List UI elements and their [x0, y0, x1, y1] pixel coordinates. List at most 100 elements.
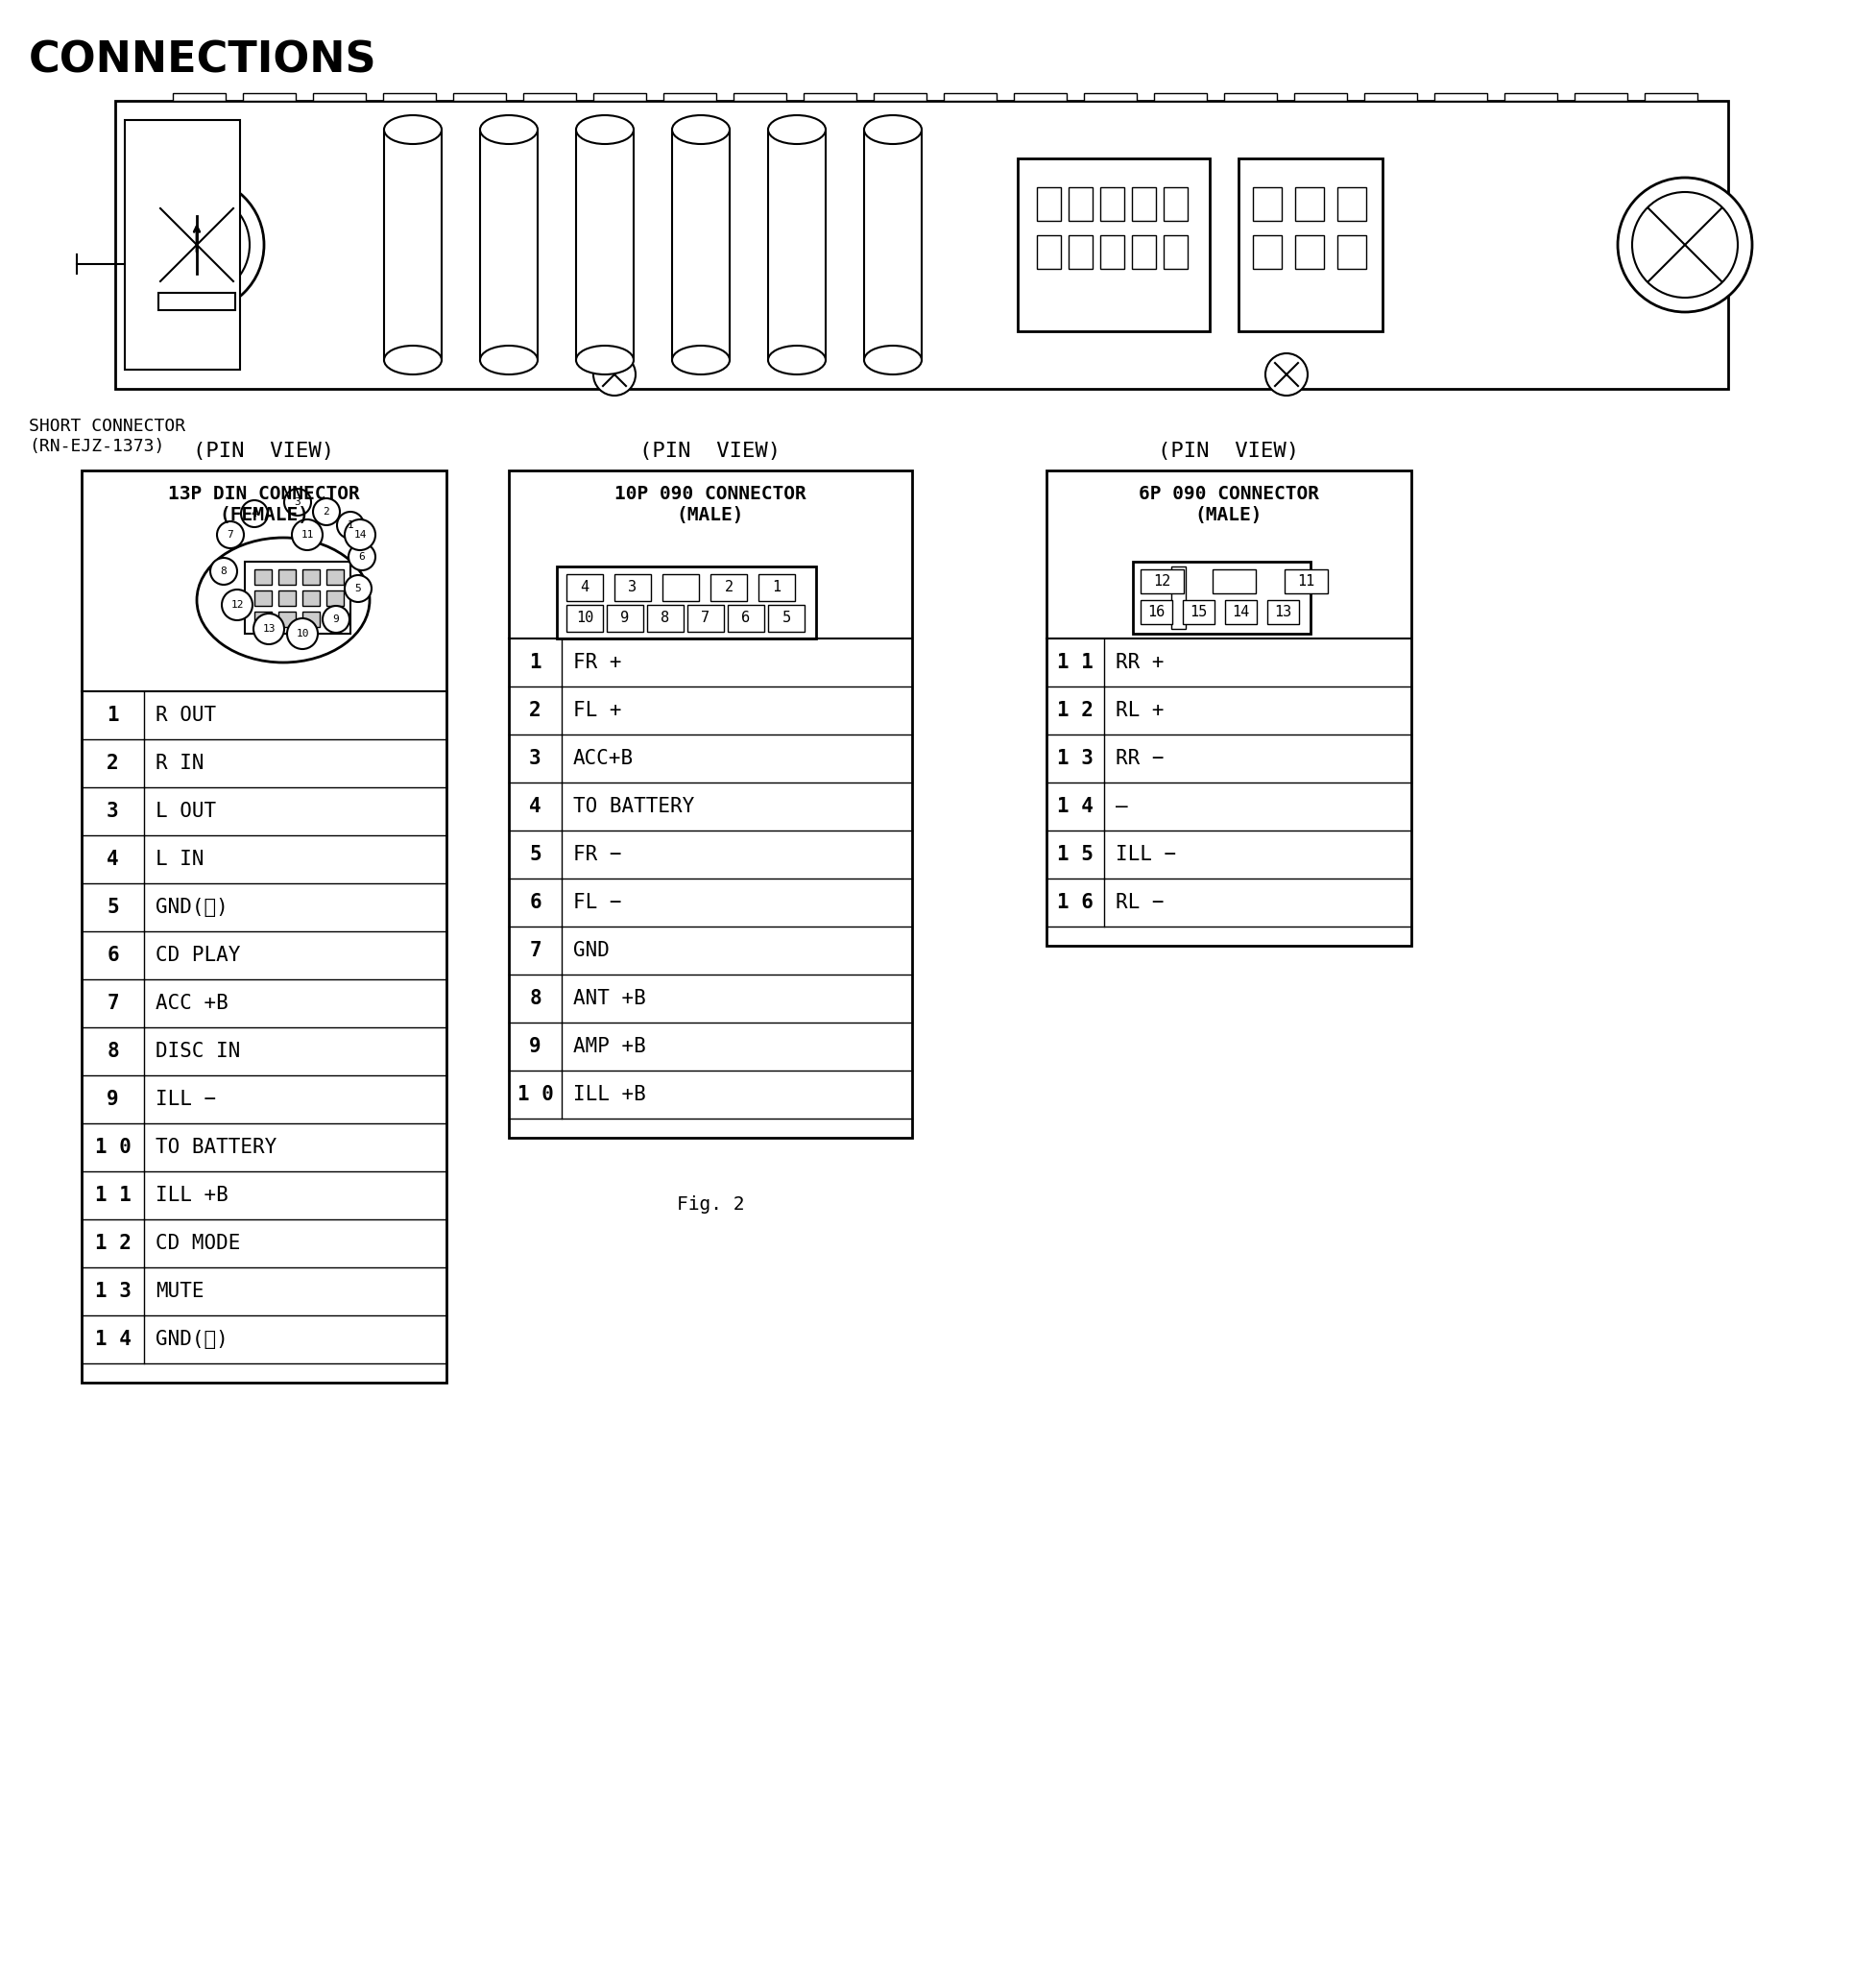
Bar [313, 93, 366, 101]
Circle shape [283, 488, 311, 515]
Text: 12: 12 [1154, 573, 1171, 589]
Bar [326, 569, 343, 585]
Ellipse shape [480, 115, 538, 144]
Text: RL −: RL − [1116, 893, 1165, 912]
Text: (PIN  VIEW): (PIN VIEW) [1157, 442, 1300, 460]
Circle shape [240, 500, 268, 527]
Ellipse shape [865, 115, 921, 144]
Text: 16: 16 [1148, 604, 1165, 618]
Bar [1171, 567, 1186, 628]
Bar [803, 93, 855, 101]
Text: CONNECTIONS: CONNECTIONS [28, 40, 377, 81]
Bar [1037, 188, 1062, 221]
Text: 1 3: 1 3 [1056, 749, 1094, 768]
Bar [593, 93, 645, 101]
Text: 4: 4 [580, 581, 589, 594]
Bar [1253, 235, 1281, 269]
Circle shape [218, 521, 244, 549]
Bar [1338, 188, 1366, 221]
Bar [302, 591, 319, 606]
Text: 7: 7 [107, 993, 118, 1013]
Bar [1238, 158, 1383, 332]
Text: 4: 4 [529, 798, 542, 816]
Text: 1 1: 1 1 [94, 1185, 131, 1205]
Bar [711, 575, 747, 600]
Bar [606, 604, 643, 632]
Circle shape [129, 178, 265, 312]
Bar [1574, 93, 1626, 101]
Text: GND: GND [574, 940, 610, 960]
Bar [1294, 235, 1324, 269]
Bar [758, 575, 795, 600]
Bar [647, 604, 683, 632]
Text: 13: 13 [263, 624, 276, 634]
Bar [255, 612, 272, 626]
Text: 1 4: 1 4 [94, 1329, 131, 1349]
Text: 11: 11 [300, 529, 313, 539]
Bar [687, 604, 724, 632]
Bar [1154, 93, 1206, 101]
Bar [1047, 470, 1411, 946]
Ellipse shape [385, 346, 441, 375]
Text: FR −: FR − [574, 845, 621, 865]
Ellipse shape [480, 346, 538, 375]
Text: FL −: FL − [574, 893, 621, 912]
Bar [480, 130, 538, 359]
Bar [383, 93, 435, 101]
Text: 1: 1 [773, 581, 780, 594]
Bar [302, 569, 319, 585]
Bar [173, 93, 225, 101]
Bar [1285, 569, 1328, 592]
Text: 1 5: 1 5 [1056, 845, 1094, 865]
Text: 10: 10 [296, 628, 310, 638]
Bar [662, 575, 700, 600]
Bar [1225, 600, 1257, 624]
Text: 9: 9 [332, 614, 340, 624]
Bar [865, 130, 921, 359]
Text: L OUT: L OUT [156, 802, 216, 822]
Bar [1069, 235, 1092, 269]
Circle shape [338, 512, 364, 539]
Text: FR +: FR + [574, 654, 621, 672]
Text: 1 2: 1 2 [94, 1234, 131, 1252]
Circle shape [313, 498, 340, 525]
Text: 15: 15 [1189, 604, 1206, 618]
Circle shape [287, 618, 317, 650]
Text: ILL +B: ILL +B [574, 1084, 645, 1104]
Bar [326, 591, 343, 606]
Text: (PIN  VIEW): (PIN VIEW) [193, 442, 334, 460]
Bar [1268, 600, 1298, 624]
Text: 1 6: 1 6 [1056, 893, 1094, 912]
Bar [242, 93, 296, 101]
Text: 1 3: 1 3 [94, 1282, 131, 1302]
Text: 6: 6 [529, 893, 542, 912]
Circle shape [1266, 354, 1308, 395]
Bar [1163, 235, 1188, 269]
Text: SHORT CONNECTOR
(RN-EJZ-1373): SHORT CONNECTOR (RN-EJZ-1373) [28, 417, 186, 454]
Bar [734, 93, 786, 101]
Circle shape [345, 519, 375, 551]
Bar [454, 93, 507, 101]
Text: ANT +B: ANT +B [574, 989, 645, 1007]
Text: GND(小): GND(小) [156, 899, 229, 916]
Text: 1: 1 [107, 705, 118, 725]
Text: 1 4: 1 4 [1056, 798, 1094, 816]
Bar [664, 93, 717, 101]
Text: 6: 6 [107, 946, 118, 966]
Text: RR −: RR − [1116, 749, 1165, 768]
Bar [1435, 93, 1488, 101]
Ellipse shape [385, 115, 441, 144]
Text: —: — [1116, 798, 1127, 816]
Bar [158, 292, 234, 310]
Ellipse shape [672, 115, 730, 144]
Ellipse shape [576, 346, 634, 375]
Text: MUTE: MUTE [156, 1282, 204, 1302]
Text: R OUT: R OUT [156, 705, 216, 725]
Bar [1212, 569, 1255, 592]
Text: 1 0: 1 0 [518, 1084, 553, 1104]
Ellipse shape [197, 537, 370, 662]
Text: 8: 8 [660, 610, 670, 626]
Bar [1069, 188, 1092, 221]
Bar [1133, 561, 1311, 634]
Bar [728, 604, 764, 632]
